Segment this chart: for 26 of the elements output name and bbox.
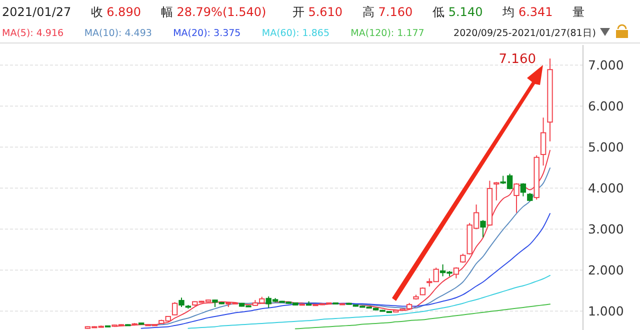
y-tick-label: 3.000 [588, 221, 624, 236]
candlestick [547, 58, 553, 142]
text: 量 [572, 5, 585, 19]
text: 2020/09/25-2021/01/27(81日) [454, 28, 596, 39]
line-series [140, 213, 550, 329]
text: MA(5): 4.916 [2, 28, 64, 39]
text: 幅 28.79%(1.540) [160, 5, 266, 19]
text: MA(60): 1.865 [262, 28, 330, 39]
text: 高 7.160 [362, 5, 413, 19]
text: 低 5.140 [432, 5, 483, 19]
y-tick-label: 6.000 [588, 98, 624, 114]
y-tick-label: 1.000 [588, 304, 624, 319]
line-series [294, 304, 550, 330]
text: 开 5.610 [292, 5, 343, 19]
annotation: 7.160 [498, 52, 536, 68]
text: 2021/01/27 [2, 5, 72, 19]
y-tick-label: 5.000 [588, 139, 624, 154]
line-series [188, 274, 550, 329]
y-tick-label: 4.000 [588, 180, 624, 196]
y-tick-label: 2.000 [588, 262, 624, 278]
y-tick-label: 7.000 [588, 57, 624, 72]
text: MA(20): 3.375 [173, 28, 241, 39]
text: 收 6.890 [90, 5, 141, 19]
text: MA(10): 4.493 [84, 28, 152, 39]
text: MA(120): 1.177 [350, 28, 424, 39]
text: 均 6.341 [502, 5, 553, 19]
